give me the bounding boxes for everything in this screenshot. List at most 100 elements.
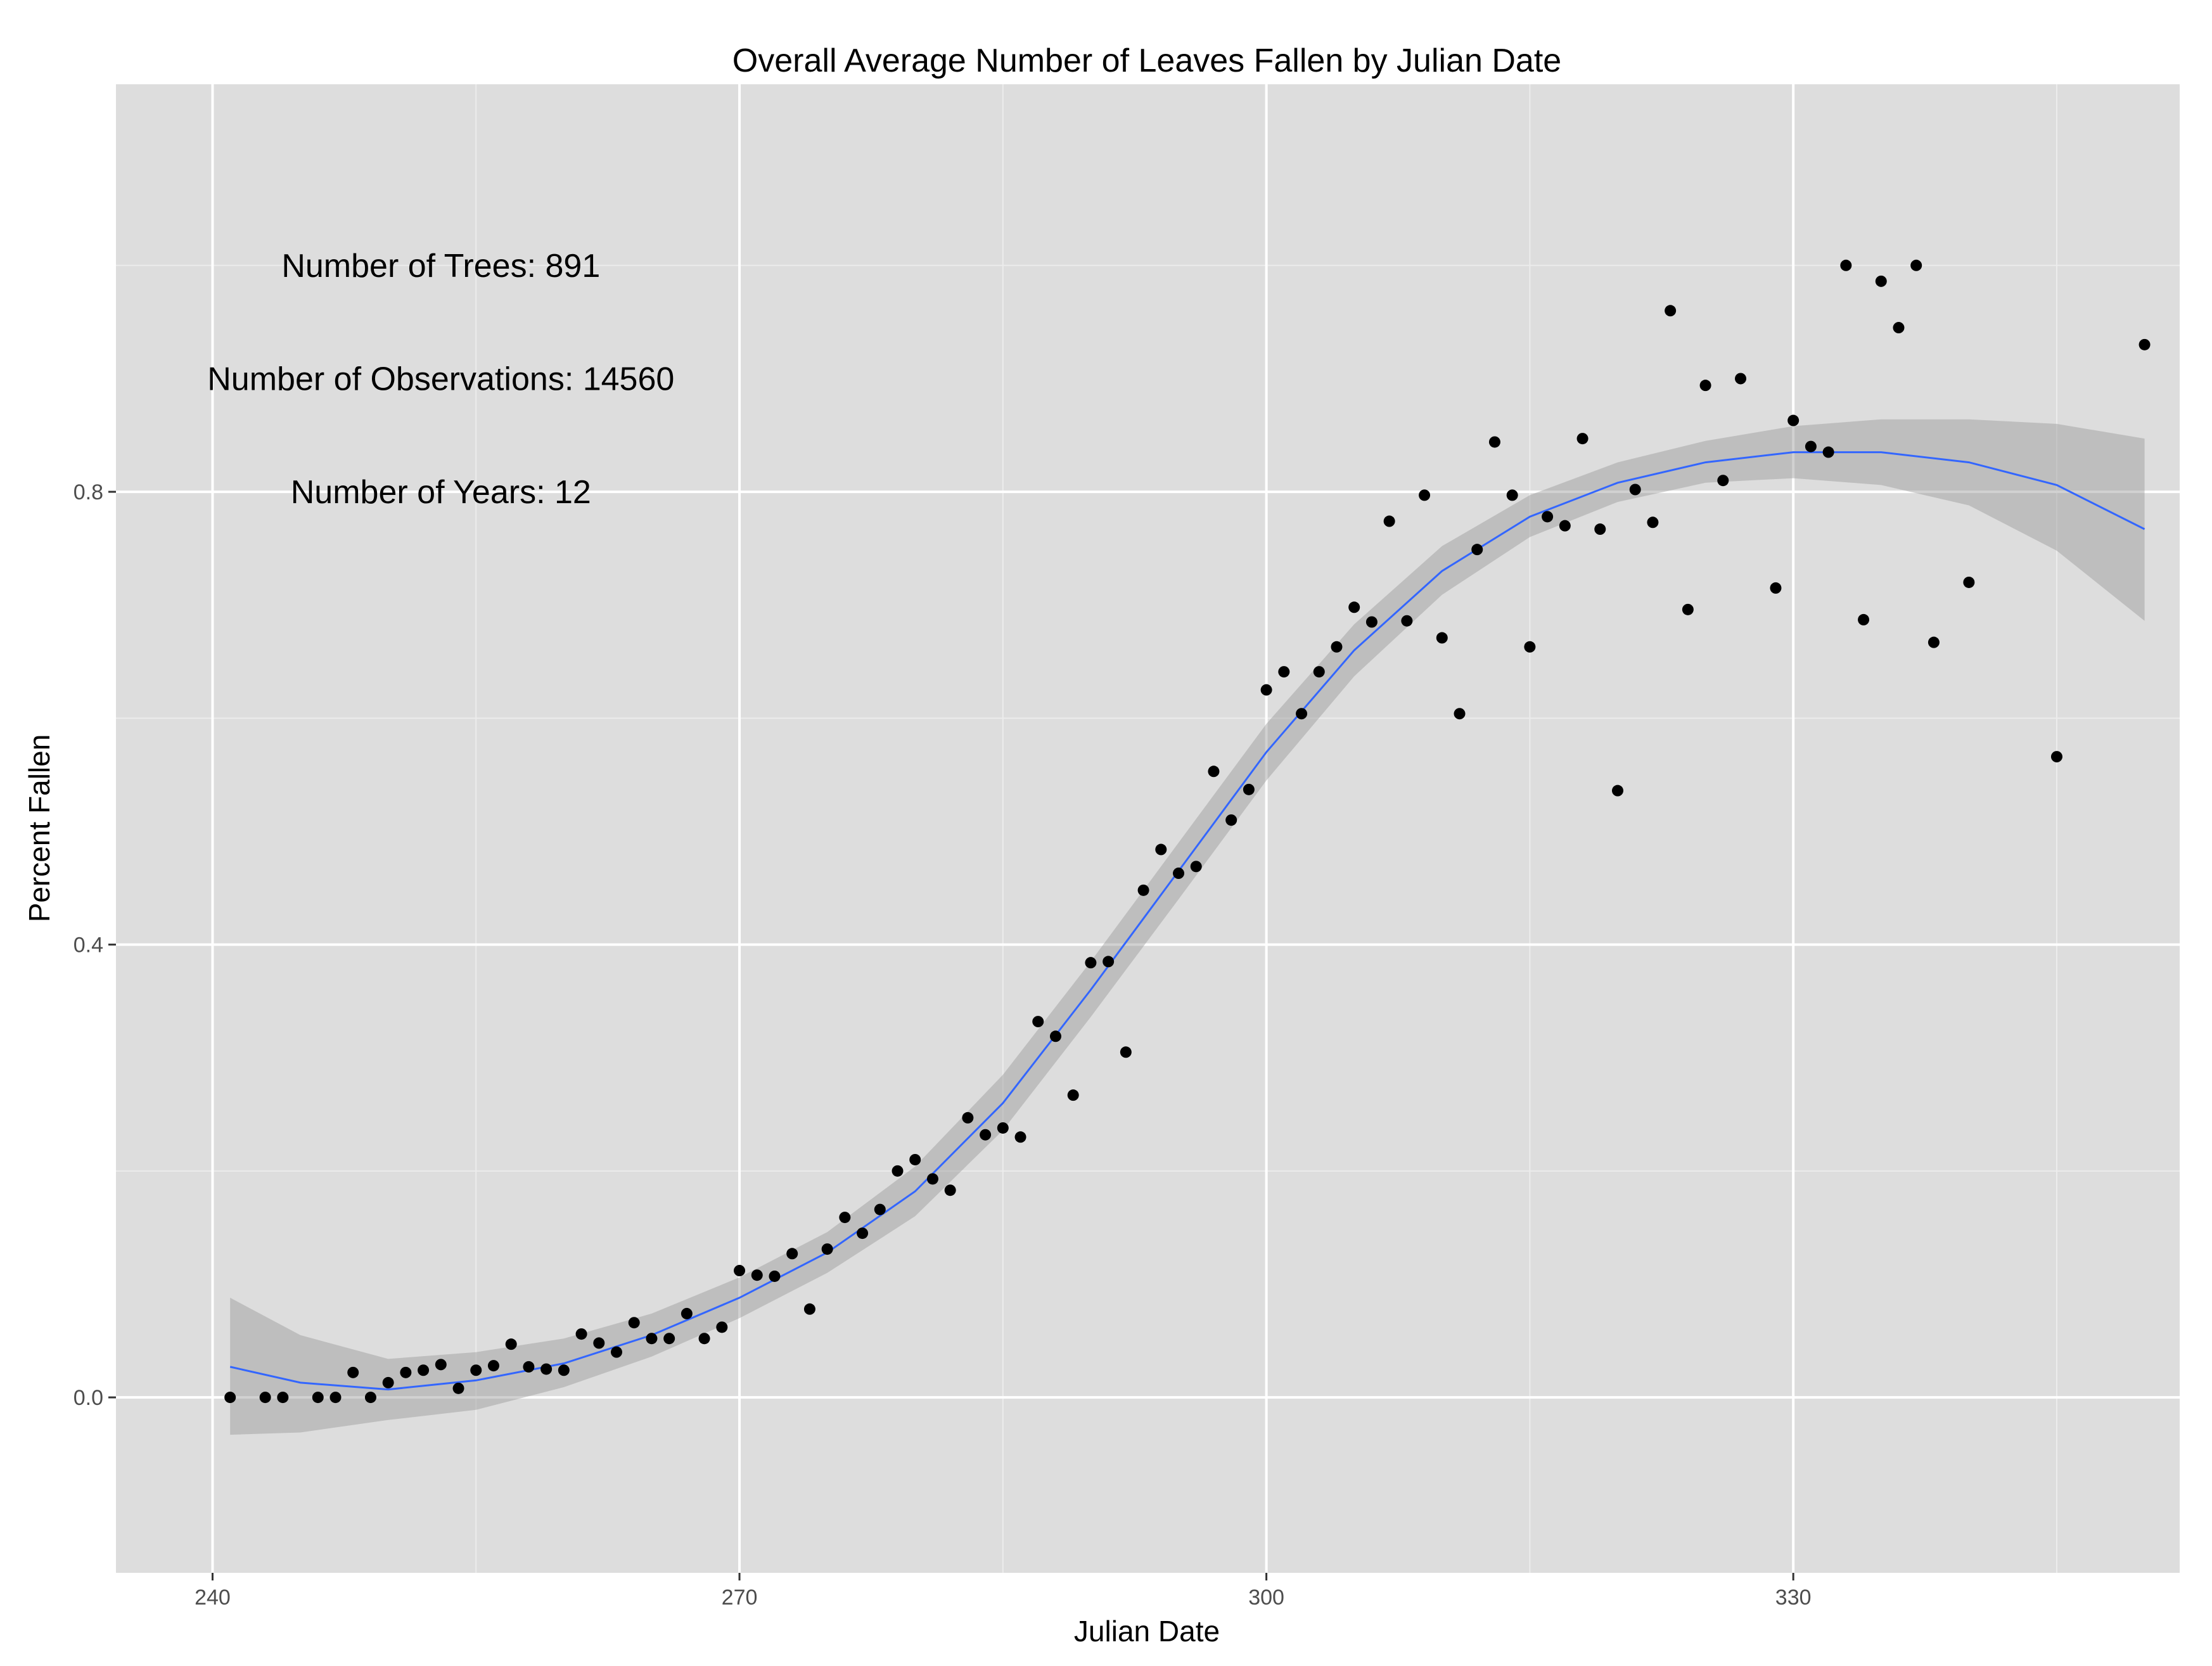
major-gridlines xyxy=(116,84,2180,1573)
data-point xyxy=(1278,666,1290,678)
y-tick-label: 0.0 xyxy=(74,1386,103,1410)
annotation-text: Number of Trees: 891 xyxy=(281,248,600,285)
data-point xyxy=(786,1248,798,1260)
data-point xyxy=(1313,666,1325,678)
data-point xyxy=(1682,603,1694,615)
x-tick-label: 330 xyxy=(1775,1586,1812,1610)
data-point xyxy=(400,1366,412,1378)
data-point xyxy=(540,1363,553,1375)
data-point xyxy=(1103,956,1115,968)
data-point xyxy=(1049,1030,1061,1042)
data-point xyxy=(1471,544,1483,556)
data-point xyxy=(839,1212,851,1224)
data-point xyxy=(1647,516,1659,529)
data-point xyxy=(1296,708,1308,720)
data-point xyxy=(224,1392,236,1404)
data-point xyxy=(1717,475,1729,487)
data-point xyxy=(628,1317,640,1329)
data-point xyxy=(487,1360,499,1372)
y-tick-label: 0.8 xyxy=(74,480,103,504)
data-point xyxy=(698,1333,710,1345)
data-point xyxy=(944,1184,956,1196)
annotations: Number of Trees: 891 Number of Observatio… xyxy=(207,248,674,511)
data-point xyxy=(470,1364,482,1376)
data-point xyxy=(1225,814,1237,826)
data-point xyxy=(1559,520,1571,532)
data-point xyxy=(962,1112,974,1124)
data-point xyxy=(1840,259,1852,271)
data-point xyxy=(716,1321,728,1333)
data-point xyxy=(1524,641,1536,653)
data-point xyxy=(1331,641,1343,653)
data-point xyxy=(1383,515,1395,527)
data-point xyxy=(1576,433,1589,445)
data-point xyxy=(1120,1046,1132,1058)
data-point xyxy=(593,1337,605,1349)
data-point xyxy=(1594,523,1606,535)
data-point xyxy=(663,1333,675,1345)
plot-panel xyxy=(116,84,2180,1573)
data-point xyxy=(1875,275,1887,287)
x-tick-label: 300 xyxy=(1248,1586,1284,1610)
data-point xyxy=(1963,576,1975,588)
y-axis-title: Percent Fallen xyxy=(23,734,56,923)
data-point xyxy=(1858,613,1870,625)
data-point xyxy=(435,1359,447,1371)
data-point xyxy=(1243,783,1255,795)
data-point xyxy=(980,1129,992,1141)
data-point xyxy=(769,1270,781,1282)
data-point xyxy=(1190,861,1202,873)
annotation-text: Number of Observations: 14560 xyxy=(207,361,674,397)
data-point xyxy=(1436,632,1448,644)
y-axis-ticks: 0.0 0.4 0.8 xyxy=(74,480,116,1410)
data-point xyxy=(575,1328,587,1340)
data-point xyxy=(347,1366,359,1378)
data-point xyxy=(1699,380,1711,392)
data-point xyxy=(997,1122,1009,1134)
data-point xyxy=(1542,511,1554,523)
data-point xyxy=(857,1227,869,1240)
data-point xyxy=(1910,259,1922,271)
data-point xyxy=(1928,636,1940,648)
data-point xyxy=(2050,751,2062,763)
data-point xyxy=(1208,766,1220,778)
data-point xyxy=(1348,601,1360,613)
data-point xyxy=(751,1269,763,1281)
data-point xyxy=(1260,684,1272,696)
data-point xyxy=(1032,1016,1044,1028)
data-point xyxy=(1401,615,1413,627)
data-point xyxy=(1805,440,1817,452)
data-point xyxy=(1611,785,1623,797)
data-point xyxy=(874,1203,886,1215)
data-point xyxy=(1155,843,1167,855)
chart-title: Overall Average Number of Leaves Fallen … xyxy=(732,42,1561,79)
data-point xyxy=(1822,446,1834,458)
minor-gridlines xyxy=(116,84,2180,1573)
data-point xyxy=(329,1392,342,1404)
data-point xyxy=(364,1392,376,1404)
data-point xyxy=(1506,489,1518,501)
data-point xyxy=(1454,708,1466,720)
data-point xyxy=(610,1346,622,1358)
data-point xyxy=(277,1392,289,1404)
data-point xyxy=(892,1165,904,1177)
data-point xyxy=(1173,868,1185,880)
data-point xyxy=(452,1382,464,1394)
data-point xyxy=(259,1392,271,1404)
data-point xyxy=(1067,1089,1079,1101)
data-point xyxy=(734,1265,746,1277)
data-point xyxy=(505,1338,517,1350)
data-point xyxy=(909,1153,921,1165)
annotation-text: Number of Years: 12 xyxy=(291,474,591,511)
x-tick-label: 270 xyxy=(722,1586,758,1610)
data-point xyxy=(821,1243,833,1255)
data-point xyxy=(1014,1131,1026,1143)
data-point xyxy=(1419,489,1431,501)
data-point xyxy=(926,1173,938,1185)
data-point xyxy=(1770,582,1782,594)
data-point xyxy=(523,1361,535,1373)
data-points xyxy=(224,259,2151,1404)
data-point xyxy=(1665,305,1677,317)
data-point xyxy=(1085,957,1097,969)
